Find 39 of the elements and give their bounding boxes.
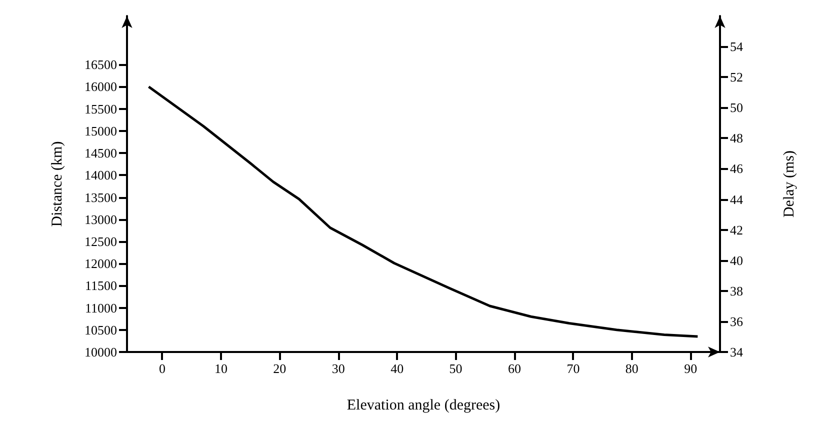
y2-tick-label: 34: [730, 344, 744, 360]
y2-tick-label: 42: [730, 222, 743, 238]
y-tick-label: 13000: [84, 212, 117, 227]
x-tick-label: 10: [214, 361, 228, 376]
x-tick-label: 50: [449, 361, 462, 376]
y-tick-label: 15500: [84, 101, 117, 116]
y-tick-label: 10500: [84, 322, 117, 338]
y2-tick-label: 52: [730, 70, 743, 85]
y-tick-label: 11000: [84, 300, 117, 316]
y2-tick-label: 36: [730, 314, 744, 329]
y2-tick-label: 38: [730, 283, 743, 298]
y2-tick-label: 40: [730, 252, 743, 268]
y2-axis-title: Delay (ms): [782, 150, 798, 218]
y-tick-label: 12000: [84, 256, 117, 272]
y-axis-title: Distance (km): [50, 141, 66, 227]
x-tick-label: 30: [332, 361, 345, 376]
y2-tick-label: 54: [730, 39, 744, 54]
y-tick-label: 14000: [84, 168, 117, 183]
x-tick-label: 0: [158, 361, 166, 376]
y2-tick-label: 44: [730, 192, 744, 207]
y2-tick-label: 46: [730, 161, 744, 176]
x-tick-label: 20: [273, 361, 286, 376]
x-tick-label: 90: [684, 361, 698, 376]
y-tick-label: 13500: [84, 190, 117, 205]
x-tick-label: 60: [508, 361, 522, 376]
y-tick-label: 12500: [84, 234, 117, 249]
y-tick-label: 11500: [84, 278, 117, 294]
x-tick-label: 80: [625, 361, 638, 376]
line-series: [147, 85, 699, 338]
y-tick-label: 16500: [84, 57, 117, 72]
x-tick-label: 40: [390, 361, 404, 376]
x-tick-label: 70: [566, 361, 580, 376]
y2-tick-label: 50: [730, 100, 743, 116]
y2-tick-label: 48: [730, 130, 743, 146]
x-axis-title: Elevation angle (degrees): [346, 398, 500, 414]
y-tick-label: 14500: [84, 146, 117, 161]
y-tick-label: 15000: [84, 123, 117, 138]
y-tick-label: 16000: [84, 79, 117, 94]
y-tick-label: 10000: [84, 344, 117, 360]
